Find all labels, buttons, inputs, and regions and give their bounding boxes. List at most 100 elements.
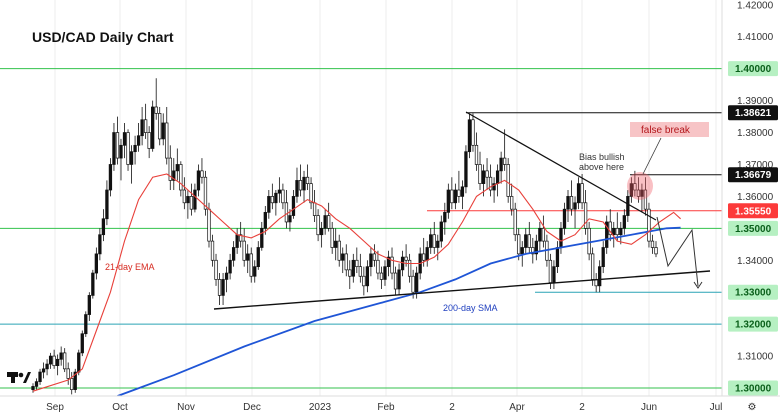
candle-body-48 bbox=[200, 170, 204, 178]
candle-body-27 bbox=[126, 132, 130, 165]
candle-body-112 bbox=[425, 247, 429, 261]
candle-body-39 bbox=[168, 157, 172, 181]
price-badge-label-1: 1.38621 bbox=[735, 108, 772, 119]
candle-174 bbox=[643, 177, 648, 216]
support-trendline bbox=[213, 270, 711, 310]
candle-120 bbox=[453, 183, 458, 210]
candle-67 bbox=[267, 190, 271, 219]
candle-body-171 bbox=[633, 183, 637, 191]
candle-body-88 bbox=[341, 253, 345, 261]
candle-body-66 bbox=[263, 212, 267, 229]
candle-body-133 bbox=[499, 157, 503, 172]
candle-body-42 bbox=[179, 164, 183, 191]
time-tick-9: Jun bbox=[641, 402, 657, 413]
time-tick-7: Apr bbox=[509, 402, 525, 413]
price-axis: 1.42000 1.41000 1.39000 1.38000 1.37000 1.360… bbox=[721, 0, 780, 396]
candle-1 bbox=[34, 378, 39, 390]
candle-100 bbox=[383, 260, 387, 286]
candle-121 bbox=[457, 170, 461, 203]
candle-24 bbox=[115, 116, 120, 165]
candle-body-166 bbox=[615, 227, 619, 236]
candle-body-51 bbox=[210, 240, 215, 261]
candle-body-161 bbox=[598, 266, 602, 287]
candle-113 bbox=[429, 228, 433, 254]
candle-body-148 bbox=[552, 266, 556, 283]
candle-body-69 bbox=[274, 192, 278, 204]
candle-79 bbox=[309, 177, 313, 210]
candle-body-28 bbox=[129, 151, 134, 165]
candle-body-3 bbox=[41, 368, 46, 373]
candle-body-137 bbox=[513, 208, 517, 236]
candle-155 bbox=[576, 177, 581, 210]
candle-body-59 bbox=[239, 234, 243, 242]
candle-body-43 bbox=[182, 189, 187, 204]
candle-body-23 bbox=[112, 132, 116, 165]
candle-84 bbox=[327, 202, 331, 232]
candle-95 bbox=[365, 260, 370, 293]
candle-body-33 bbox=[147, 132, 151, 149]
candle-162 bbox=[601, 241, 605, 274]
candle-70 bbox=[277, 177, 282, 203]
ema-label: 21-day EMA bbox=[105, 262, 155, 272]
candle-body-0 bbox=[31, 386, 35, 390]
price-badge-4 bbox=[728, 220, 778, 236]
candle-body-176 bbox=[650, 240, 655, 248]
candle-117 bbox=[443, 202, 447, 235]
candle-body-131 bbox=[492, 183, 496, 191]
false-break-highlight bbox=[627, 172, 653, 200]
candle-body-22 bbox=[108, 164, 113, 191]
candle-body-14 bbox=[80, 333, 84, 354]
candle-127 bbox=[478, 151, 482, 191]
candle-body-76 bbox=[298, 180, 303, 191]
candle-49 bbox=[203, 170, 208, 216]
candle-body-126 bbox=[474, 144, 479, 165]
candle-90 bbox=[348, 260, 352, 290]
time-tick-0: Sep bbox=[46, 402, 64, 413]
candle-143 bbox=[534, 234, 538, 261]
candle-body-102 bbox=[390, 256, 394, 274]
candle-body-40 bbox=[172, 170, 176, 181]
candle-28 bbox=[129, 145, 134, 184]
time-tick-10: Jul bbox=[710, 402, 723, 413]
candle-77 bbox=[302, 170, 306, 203]
candle-61 bbox=[246, 244, 250, 274]
candle-139 bbox=[520, 241, 524, 267]
candle-body-140 bbox=[524, 234, 528, 248]
ema-21-line bbox=[32, 173, 681, 392]
candle-body-26 bbox=[122, 132, 127, 146]
candle-103 bbox=[393, 266, 398, 296]
candle-136 bbox=[510, 183, 514, 216]
candle-39 bbox=[168, 145, 172, 191]
candle-20 bbox=[101, 209, 106, 242]
candle-body-24 bbox=[115, 132, 120, 159]
candle-171 bbox=[633, 170, 637, 197]
candle-body-54 bbox=[221, 279, 225, 296]
candle-body-7 bbox=[55, 358, 60, 367]
price-badge-7 bbox=[728, 380, 778, 396]
candle-body-96 bbox=[369, 253, 373, 268]
candle-body-80 bbox=[312, 202, 317, 216]
candle-body-177 bbox=[654, 247, 658, 255]
candle-body-61 bbox=[246, 253, 250, 261]
candle-body-116 bbox=[439, 221, 443, 242]
candle-body-128 bbox=[481, 170, 486, 184]
candle-body-36 bbox=[158, 113, 162, 140]
candle-175 bbox=[647, 202, 651, 248]
candle-body-49 bbox=[203, 176, 208, 210]
candle-body-135 bbox=[506, 164, 510, 197]
candle-body-90 bbox=[348, 269, 352, 277]
candle-body-79 bbox=[309, 183, 313, 204]
candle-177 bbox=[654, 241, 658, 258]
candle-96 bbox=[369, 247, 373, 277]
candle-body-117 bbox=[443, 212, 447, 223]
candle-30 bbox=[136, 122, 141, 152]
candle-82 bbox=[319, 221, 324, 248]
candle-12 bbox=[73, 368, 77, 393]
candle-body-72 bbox=[284, 202, 289, 223]
candle-87 bbox=[337, 234, 341, 267]
candle-body-162 bbox=[601, 247, 605, 268]
candle-body-38 bbox=[165, 122, 169, 159]
candle-107 bbox=[407, 253, 412, 283]
candle-104 bbox=[397, 263, 401, 296]
candle-body-85 bbox=[330, 227, 334, 248]
